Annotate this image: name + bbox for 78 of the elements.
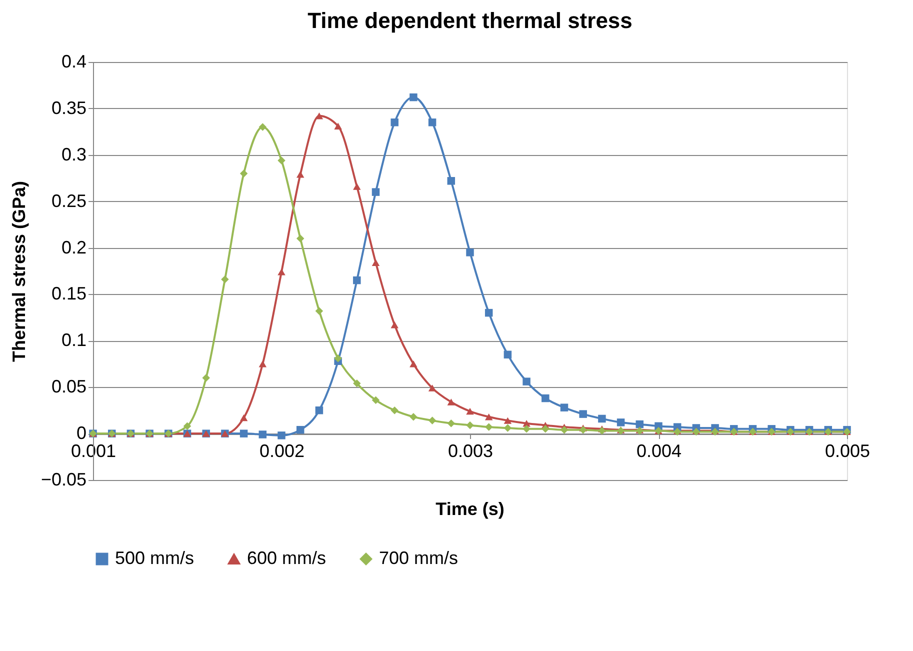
point [522,425,530,433]
y-tick-label: 0.4 [61,52,86,72]
point [240,170,248,178]
point [353,183,361,190]
point [410,93,418,102]
point [390,406,398,414]
point [616,418,625,426]
y-tick-label: 0.25 [51,190,86,211]
y-tick-label: 0.05 [51,376,86,397]
point [278,268,286,276]
x-tick-label: 0.005 [824,441,870,462]
point [221,275,229,284]
point [315,406,324,414]
y-tick-label: 0.15 [51,284,86,304]
x-tick-label: 0.001 [70,441,116,462]
point [447,177,456,185]
point [372,259,380,266]
point [372,396,380,404]
point [466,408,474,415]
point [579,426,587,434]
point [410,412,418,421]
point [598,414,606,423]
x-tick-label: 0.002 [259,441,305,462]
y-tick-label: 0 [76,423,86,444]
point [466,248,474,256]
y-tick-label: 0.3 [61,144,86,164]
point [258,360,267,368]
point [636,420,644,428]
point [258,430,267,438]
y-axis-title: Thermal stress (GPa) [8,180,29,362]
point [390,322,398,328]
point [542,394,550,402]
x-tick-label: 0.003 [448,441,494,462]
point [542,425,550,433]
point [522,378,530,386]
point [296,426,304,434]
point [390,118,398,126]
point [202,374,210,382]
y-tick-label: 0.35 [51,98,86,118]
x-axis-title: Time (s) [436,499,504,519]
point [296,171,304,178]
point [466,421,474,430]
point [504,350,512,358]
point [334,354,342,362]
legend-label: 600 mm/s [247,548,326,568]
y-tick-label: 0.2 [61,237,86,258]
point [447,419,456,428]
chart-title: Time dependent thermal stress [308,8,632,33]
point [560,404,568,412]
point [296,234,304,242]
legend-label: 500 mm/s [115,548,194,568]
point [334,122,342,130]
point [258,123,267,131]
point [484,413,493,420]
legend-label: 700 mm/s [379,548,458,568]
y-tick-label: 0.1 [61,330,86,350]
point [183,422,192,430]
point [372,188,380,196]
point [240,430,248,438]
x-tick-label: 0.004 [636,441,682,462]
y-tick-label: −0.05 [40,470,86,490]
point [240,414,248,422]
point [560,426,568,434]
point [504,417,512,424]
point [484,423,493,431]
point [278,432,286,440]
point [598,426,606,435]
point [579,410,587,418]
point [428,416,436,424]
point [504,424,512,432]
point [428,118,436,126]
point [353,380,361,388]
point [484,308,493,317]
point [315,307,324,315]
point [278,156,286,164]
point [353,276,361,284]
point [447,398,456,406]
point [410,360,418,368]
